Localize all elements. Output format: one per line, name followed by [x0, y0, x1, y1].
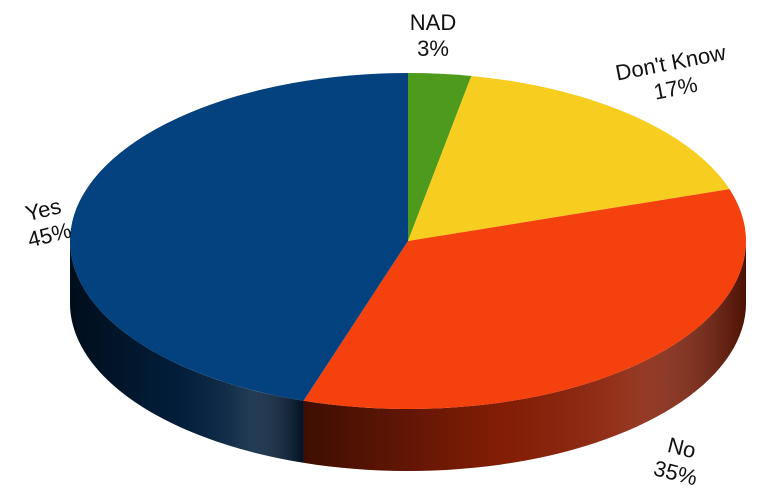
pie-label-name-nad: NAD: [410, 10, 456, 35]
pie-slice-yes: [69, 73, 408, 401]
pie-labels: NAD 3% Don't Know17% No35% Yes45%: [19, 10, 733, 490]
pie-slice-no: [303, 189, 747, 410]
pie-sides: [70, 241, 746, 471]
pie-slice-nad: [408, 73, 472, 241]
pie-label-don-t-know: Don't Know17%: [613, 40, 733, 111]
pie-side-shade-yes: [70, 241, 304, 463]
pie-side-shade-no: [303, 241, 746, 471]
pie-slice-don-t-know: [408, 75, 730, 241]
pie-tops: [69, 73, 747, 410]
pie-label-no: No35%: [651, 430, 706, 490]
pie-label-nad: NAD 3%: [410, 10, 456, 61]
pie-label-value-nad: 3%: [417, 36, 449, 61]
pie-label-yes: Yes45%: [19, 192, 74, 252]
